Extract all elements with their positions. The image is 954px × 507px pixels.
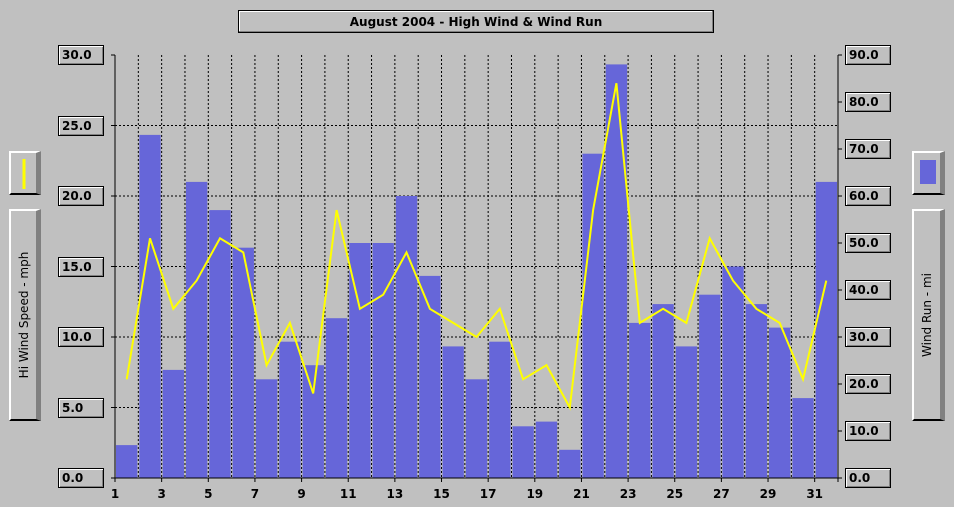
bar — [582, 153, 604, 478]
y-right-tick-label: 90.0 — [845, 45, 891, 65]
y-left-tick-label: 25.0 — [58, 115, 104, 136]
legend-bar-swatch — [912, 151, 945, 195]
bar — [349, 243, 371, 478]
x-tick-label: 27 — [713, 487, 730, 501]
line-series — [125, 83, 828, 411]
x-tick-label: 21 — [573, 487, 590, 501]
x-tick-label: 29 — [760, 487, 777, 501]
bar — [722, 266, 744, 478]
y-left-tick-label: 5.0 — [58, 397, 104, 418]
bar — [116, 445, 138, 478]
bar — [232, 247, 254, 478]
bar — [792, 398, 814, 478]
y-right-tick-label: 30.0 — [845, 327, 891, 347]
x-tick-label: 31 — [806, 487, 823, 501]
x-tick-label: 25 — [666, 487, 683, 501]
y-left-tick-label: 20.0 — [58, 186, 104, 206]
bar — [699, 294, 721, 478]
bar — [209, 210, 231, 478]
bar — [652, 304, 674, 478]
bar — [465, 379, 488, 478]
bar — [419, 275, 441, 478]
y-right-tick-label: 0.0 — [845, 468, 891, 488]
y-right-tick-label: 40.0 — [845, 280, 891, 300]
x-tick-label: 5 — [204, 487, 212, 501]
bar — [675, 346, 698, 478]
bar — [442, 346, 464, 478]
bar — [512, 426, 534, 478]
bar — [629, 322, 651, 478]
bar — [395, 196, 418, 478]
y-left-tick-label: 0.0 — [58, 468, 104, 488]
bar — [769, 327, 791, 478]
left-axis-label-panel: Hi Wind Speed - mph — [9, 209, 41, 421]
y-left-tick-label: 30.0 — [58, 45, 104, 65]
y-right-tick-label: 20.0 — [845, 374, 891, 394]
bar — [815, 181, 837, 478]
bar — [605, 64, 628, 479]
x-tick-label: 3 — [157, 487, 165, 501]
bar — [372, 243, 394, 478]
x-tick-label: 23 — [620, 487, 637, 501]
bar — [185, 181, 208, 478]
y-left-tick-label: 10.0 — [58, 327, 104, 347]
x-tick-label: 1 — [111, 487, 119, 501]
bar — [559, 449, 581, 478]
right-axis-label-panel: Wind Run - mi — [912, 209, 945, 421]
legend-line-swatch — [9, 151, 41, 195]
x-tick-label: 13 — [387, 487, 404, 501]
bar — [279, 341, 301, 478]
y-right-tick-label: 70.0 — [845, 139, 891, 159]
bar — [489, 341, 511, 478]
bar — [325, 318, 348, 478]
bar — [535, 421, 558, 478]
y-right-tick-label: 80.0 — [845, 92, 891, 112]
y-left-tick-label: 15.0 — [58, 256, 104, 277]
x-tick-label: 7 — [251, 487, 259, 501]
line-swatch-icon — [22, 159, 26, 189]
bar — [302, 365, 324, 478]
y-right-tick-label: 60.0 — [845, 186, 891, 206]
bar — [162, 369, 184, 478]
y-right-tick-label: 10.0 — [845, 421, 891, 441]
bar — [745, 304, 768, 478]
y-right-tick-label: 50.0 — [845, 233, 891, 253]
bar — [139, 134, 161, 478]
bar-swatch-icon — [920, 160, 936, 184]
x-tick-label: 9 — [297, 487, 305, 501]
x-tick-label: 15 — [433, 487, 450, 501]
chart-title: August 2004 - High Wind & Wind Run — [238, 10, 714, 33]
x-tick-label: 17 — [480, 487, 497, 501]
bar — [255, 379, 278, 478]
x-tick-label: 11 — [340, 487, 357, 501]
x-tick-label: 19 — [526, 487, 543, 501]
